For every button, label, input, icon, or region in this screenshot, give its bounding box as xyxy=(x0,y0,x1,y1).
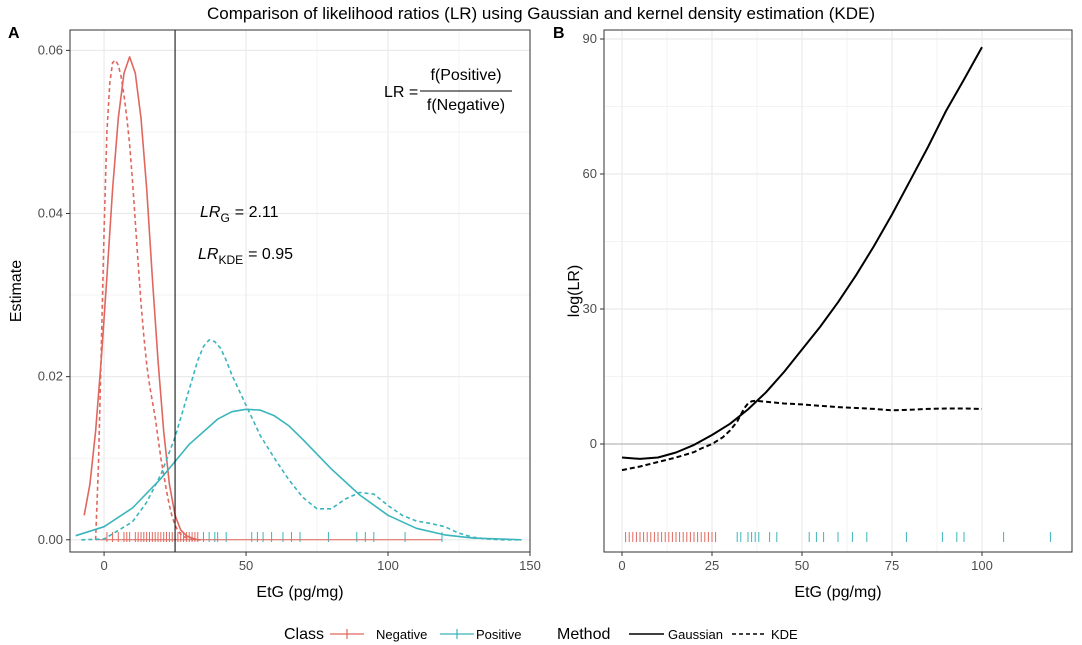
y-tick-label: 0.00 xyxy=(38,532,63,547)
lr-kde-value: = 0.95 xyxy=(248,246,293,263)
lr-kde-sub: KDE xyxy=(218,253,243,267)
panel-b-xlabel: EtG (pg/mg) xyxy=(794,584,881,601)
lr-gaussian-annotation: LRG = 2.11 xyxy=(200,204,279,225)
lr-formula-lhs: LR = xyxy=(384,84,418,101)
panel-a-border xyxy=(69,29,531,553)
panel-b-ticks: 0 25 50 75 100 0 30 60 90 xyxy=(583,31,993,573)
series-line-negative-gaussian xyxy=(83,56,199,541)
x-tick-label: 150 xyxy=(519,558,541,573)
x-tick-label: 0 xyxy=(100,558,107,573)
y-tick-label: 60 xyxy=(583,166,597,181)
panel-a-marks xyxy=(75,56,522,542)
x-tick-label: 100 xyxy=(971,558,993,573)
y-tick-label: 0.02 xyxy=(38,369,63,384)
panel-b-background xyxy=(604,30,1072,552)
legend-kde-label: KDE xyxy=(771,627,798,642)
legend-positive-label: Positive xyxy=(476,627,522,642)
lr-formula: LR = f(Positive) f(Negative) xyxy=(384,67,512,114)
x-tick-label: 25 xyxy=(705,558,719,573)
legend: Class Negative Positive Method Gaussian … xyxy=(284,626,798,643)
lr-g-base: LR xyxy=(200,204,221,221)
x-tick-label: 0 xyxy=(618,558,625,573)
lr-g-value: = 2.11 xyxy=(235,204,279,221)
lr-formula-denominator: f(Negative) xyxy=(427,97,505,114)
series-line-positive-gaussian xyxy=(75,408,522,541)
legend-method-title: Method xyxy=(557,626,610,643)
panel-b-ylabel: log(LR) xyxy=(566,265,583,317)
panel-a-ticks: 0 50 100 150 0.00 0.02 0.04 0.06 xyxy=(38,42,541,573)
panel-a: A 0 50 100 150 0.00 0.02 0.04 0.06 LR = f(Posit… xyxy=(8,25,541,601)
panel-a-ylabel: Estimate xyxy=(8,260,25,322)
lr-g-label: LRG = 2.11 xyxy=(200,204,279,225)
lr-g-sub: G xyxy=(220,211,229,225)
panel-b-grid xyxy=(604,30,1072,552)
panel-a-xlabel: EtG (pg/mg) xyxy=(256,584,343,601)
x-tick-label: 50 xyxy=(795,558,809,573)
legend-negative-key xyxy=(330,629,364,639)
series-line-kde xyxy=(621,399,983,472)
panel-b: B 0 25 50 75 100 0 30 60 90 EtG (pg/mg) log(LR) xyxy=(553,25,1073,601)
panel-a-background xyxy=(70,30,530,552)
y-tick-label: 0.04 xyxy=(38,206,63,221)
series-line-negative-kde xyxy=(94,59,201,541)
panel-b-marks xyxy=(621,46,1051,542)
y-tick-label: 90 xyxy=(583,31,597,46)
panel-a-tag: A xyxy=(8,25,20,42)
series-line-gaussian xyxy=(621,46,983,460)
x-tick-label: 50 xyxy=(239,558,253,573)
legend-gaussian-label: Gaussian xyxy=(668,627,723,642)
legend-negative-label: Negative xyxy=(376,627,427,642)
x-tick-label: 100 xyxy=(377,558,399,573)
legend-class-title: Class xyxy=(284,626,324,643)
legend-positive-key xyxy=(440,629,474,639)
y-tick-label: 0.06 xyxy=(38,42,63,57)
panel-b-tag: B xyxy=(553,25,565,42)
x-tick-label: 75 xyxy=(885,558,899,573)
y-tick-label: 0 xyxy=(590,436,597,451)
panel-b-border xyxy=(603,29,1073,553)
lr-kde-annotation: LRKDE = 0.95 xyxy=(198,246,293,267)
figure-title: Comparison of likelihood ratios (LR) usi… xyxy=(207,4,875,23)
lr-formula-numerator: f(Positive) xyxy=(430,67,501,84)
lr-kde-base: LR xyxy=(198,246,219,263)
series-line-positive-kde xyxy=(81,339,522,541)
lr-kde-label: LRKDE = 0.95 xyxy=(198,246,293,267)
y-tick-label: 30 xyxy=(583,301,597,316)
